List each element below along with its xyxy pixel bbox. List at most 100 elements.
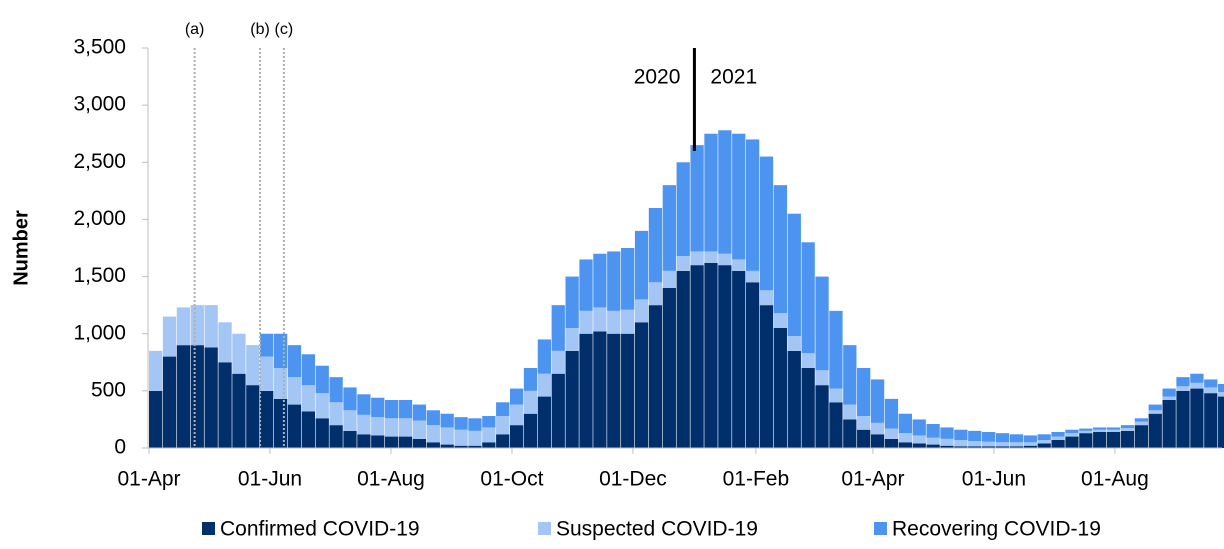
- bar-segment: [162, 316, 177, 357]
- bar-segment: [593, 331, 607, 448]
- bar-segment: [371, 397, 385, 418]
- bar-segment: [690, 265, 704, 448]
- bar-segment: [468, 418, 482, 431]
- bar-segment: [968, 430, 982, 442]
- bar-segment: [621, 333, 635, 448]
- bar-segment: [357, 434, 371, 448]
- bar-segment: [898, 433, 912, 443]
- bar-segment: [315, 418, 329, 448]
- bar-segment: [634, 230, 649, 300]
- bar-segment: [718, 253, 732, 266]
- bar-segment: [537, 373, 552, 397]
- bar-segment: [857, 429, 871, 448]
- bar-segment: [1009, 446, 1024, 448]
- bar-segment: [232, 373, 246, 448]
- bar-segment: [482, 416, 496, 428]
- bar-segment: [426, 410, 440, 426]
- bar-segment: [523, 390, 538, 414]
- bar-segment: [301, 354, 315, 386]
- bar-segment: [1148, 413, 1162, 448]
- bar-segment: [1176, 390, 1190, 448]
- bar-segment: [745, 139, 760, 271]
- bar-segment: [829, 310, 843, 389]
- bar-segment: [718, 265, 732, 448]
- bar-segment: [676, 256, 690, 271]
- bar-segment: [1009, 434, 1024, 443]
- bar-segment: [301, 385, 315, 412]
- legend-swatch: [874, 522, 887, 535]
- bar-segment: [829, 402, 843, 448]
- bar-segment: [273, 333, 288, 368]
- bar-segment: [357, 414, 371, 435]
- bar-segment: [329, 377, 343, 403]
- legend-swatch: [538, 522, 551, 535]
- bar-segment: [593, 307, 607, 332]
- bar-segment: [843, 345, 857, 405]
- bar-segment: [551, 373, 565, 448]
- bar-segment: [454, 417, 468, 430]
- bar-segment: [1051, 440, 1065, 448]
- bar-segment: [884, 438, 899, 448]
- bar-segment: [1120, 425, 1135, 428]
- bar-segment: [870, 434, 885, 448]
- bar-segment: [926, 437, 940, 445]
- x-tick-label: 01-Oct: [480, 468, 543, 491]
- bar-segment: [940, 438, 954, 446]
- bar-segment: [190, 305, 204, 346]
- bar-segment: [260, 390, 274, 448]
- bar-segment: [1162, 388, 1176, 397]
- bar-segment: [412, 438, 427, 448]
- bar-segment: [232, 333, 246, 374]
- bar-segment: [218, 362, 232, 448]
- bar-segment: [579, 259, 593, 311]
- y-tick-label: 2,500: [73, 150, 126, 173]
- bar-segment: [287, 377, 302, 405]
- bar-segment: [343, 430, 357, 448]
- bar-segment: [1023, 445, 1037, 448]
- y-tick-label: 1,000: [73, 321, 126, 344]
- x-tick-label: 01-Apr: [841, 468, 904, 491]
- bar-segment: [787, 336, 801, 351]
- x-tick-label: 01-Dec: [599, 468, 667, 491]
- bar-segment: [815, 370, 829, 386]
- bar-segment: [1093, 429, 1107, 432]
- bar-segment: [1148, 404, 1162, 411]
- x-tick-label: 01-Aug: [357, 468, 425, 491]
- year-label: 2020: [634, 66, 681, 89]
- annotation-label: (b): [250, 21, 270, 38]
- y-tick-label: 500: [91, 378, 126, 401]
- bar-segment: [1037, 443, 1051, 448]
- bar-segment: [176, 307, 191, 346]
- bar-segment: [1093, 427, 1107, 430]
- bar-segment: [398, 436, 413, 448]
- bar-segment: [1218, 392, 1224, 397]
- bar-segment: [1176, 386, 1190, 391]
- bar-segment: [787, 213, 801, 336]
- bar-segment: [1106, 432, 1121, 448]
- bar-segment: [857, 368, 871, 416]
- bar-segment: [1051, 432, 1065, 437]
- bar-segment: [982, 432, 996, 442]
- bar-segment: [482, 442, 496, 448]
- bar-segment: [745, 282, 760, 448]
- bar-segment: [621, 248, 635, 310]
- x-tick-label: 01-Apr: [117, 468, 180, 491]
- bar-segment: [1204, 393, 1218, 448]
- bar-segment: [329, 425, 343, 448]
- bar-segment: [870, 422, 885, 435]
- bar-segment: [718, 130, 732, 254]
- bar-segment: [968, 446, 982, 448]
- bar-segment: [1093, 432, 1107, 448]
- bar-segment: [273, 368, 288, 399]
- bar-segment: [1120, 428, 1135, 431]
- bar-segment: [676, 162, 690, 256]
- bar-segment: [496, 416, 510, 435]
- bar-segment: [190, 345, 204, 448]
- bar-segment: [385, 436, 399, 448]
- bar-segment: [732, 270, 746, 448]
- bar-segment: [1204, 387, 1218, 394]
- bar-segment: [565, 328, 579, 351]
- bar-segment: [412, 420, 427, 439]
- bar-segment: [607, 310, 621, 334]
- bar-segment: [690, 145, 704, 252]
